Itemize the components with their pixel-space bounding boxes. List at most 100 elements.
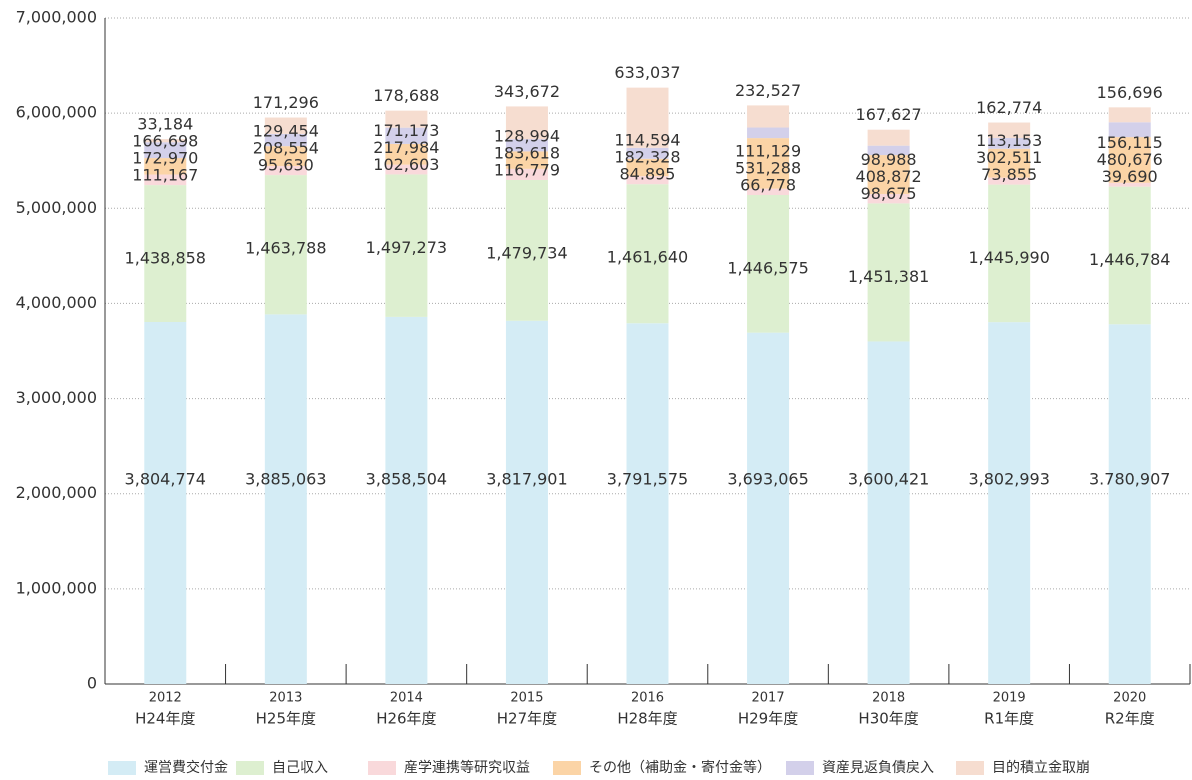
x-tick-label: 2018: [872, 691, 905, 706]
data-label: 217,984: [373, 138, 439, 157]
bar-segment: [264, 175, 307, 315]
x-tick-label: 2019: [993, 691, 1026, 706]
bar-segment: [1108, 186, 1151, 325]
data-label: 172,970: [132, 149, 198, 168]
data-label: 33,184: [137, 115, 193, 134]
x-tick-sublabel: H28年度: [617, 710, 677, 728]
bar-segment: [747, 188, 790, 195]
data-label: 1,446,784: [1089, 250, 1170, 269]
data-label: 73,855: [981, 165, 1037, 184]
bar-segment: [264, 314, 307, 684]
data-label: 480,676: [1097, 150, 1163, 169]
bar-segment: [626, 87, 669, 148]
data-label: 3,817,901: [486, 470, 567, 489]
data-label: 3,791,575: [607, 470, 688, 489]
x-tick-sublabel: H24年度: [135, 710, 195, 728]
bar-segment: [264, 146, 307, 166]
bar-segment: [264, 133, 307, 147]
data-label: 156,696: [1097, 83, 1163, 102]
data-label: 3.780,907: [1089, 470, 1170, 489]
bar-segment: [385, 174, 428, 317]
bar-segment: [747, 105, 790, 128]
data-label: 1,438,858: [125, 249, 206, 268]
bar-segment: [747, 194, 790, 333]
data-label: 98,988: [861, 150, 917, 169]
y-tick-label: 3,000,000: [16, 388, 97, 407]
bar-segment: [867, 203, 910, 342]
bar-segment: [626, 184, 669, 324]
x-tick-label: 2020: [1113, 691, 1146, 706]
bar-segment: [626, 158, 669, 177]
data-label: 116,779: [494, 160, 560, 179]
bar-segment: [988, 138, 1031, 149]
legend-swatch: [786, 761, 814, 775]
y-tick-label: 0: [87, 674, 97, 693]
data-label: 1,446,575: [727, 258, 808, 277]
bar-segment: [747, 127, 790, 139]
data-label: 3,802,993: [968, 470, 1049, 489]
x-tick-label: 2012: [149, 691, 182, 706]
y-tick-label: 1,000,000: [16, 578, 97, 597]
data-label: 3,885,063: [245, 470, 326, 489]
data-label: 171,173: [373, 121, 439, 140]
data-label: 102,603: [373, 155, 439, 174]
data-label: 3,858,504: [366, 470, 447, 489]
legend-swatch: [553, 761, 581, 775]
y-tick-label: 7,000,000: [16, 8, 97, 27]
data-label: 167,627: [856, 105, 922, 124]
data-label: 1,479,734: [486, 243, 567, 262]
bar-segment: [867, 155, 910, 194]
x-tick-sublabel: H27年度: [497, 710, 557, 728]
bar-segment: [626, 147, 669, 159]
legend-label: 自己収入: [272, 760, 328, 776]
data-label: 156,115: [1097, 133, 1163, 152]
x-tick-label: 2015: [510, 691, 543, 706]
bar-segment: [505, 151, 548, 169]
bar-segment: [505, 320, 548, 684]
bar-segment: [144, 158, 187, 175]
bar-segment: [385, 143, 428, 165]
data-label: 166,698: [132, 132, 198, 151]
data-label: 1,451,381: [848, 267, 929, 286]
bar-segment: [988, 322, 1031, 684]
data-label: 343,672: [494, 82, 560, 101]
bar-segment: [385, 316, 428, 684]
bar-segment: [1108, 122, 1151, 138]
data-label: 113,153: [976, 131, 1042, 150]
legend-swatch: [108, 761, 136, 775]
data-label: 114,594: [614, 131, 680, 150]
legend-label: 目的積立金取崩: [992, 760, 1090, 776]
bar-segment: [747, 138, 790, 189]
data-label: 162,774: [976, 98, 1042, 117]
bar-segment: [867, 193, 910, 204]
data-label: 111,167: [132, 166, 198, 185]
y-tick-label: 6,000,000: [16, 103, 97, 122]
legend-label: 資産見返負債戻入: [822, 760, 934, 776]
bar-segment: [144, 174, 187, 186]
x-tick-label: 2014: [390, 691, 423, 706]
data-label: 66,778: [740, 175, 796, 194]
data-label: 98,675: [861, 184, 917, 203]
bar-segment: [867, 145, 910, 156]
bar-segment: [505, 106, 548, 140]
data-label: 1,461,640: [607, 248, 688, 267]
data-label: 128,994: [494, 126, 560, 145]
data-label: 1,463,788: [245, 239, 326, 258]
data-label: 633,037: [614, 63, 680, 82]
legend-swatch: [368, 761, 396, 775]
bar-segment: [1108, 182, 1151, 187]
bar-segment: [626, 323, 669, 684]
bar-segment: [385, 110, 428, 128]
x-tick-label: 2017: [752, 691, 785, 706]
y-tick-label: 2,000,000: [16, 483, 97, 502]
data-label: 84.895: [620, 165, 676, 184]
bar-segment: [144, 322, 187, 684]
bar-segment: [144, 139, 187, 143]
data-label: 302,511: [976, 148, 1042, 167]
bar-segment: [505, 168, 548, 180]
legend-label: その他（補助金・寄付金等）: [589, 759, 771, 776]
bar-segment: [264, 165, 307, 176]
data-label: 95,630: [258, 156, 314, 175]
x-tick-sublabel: R2年度: [1105, 710, 1155, 728]
